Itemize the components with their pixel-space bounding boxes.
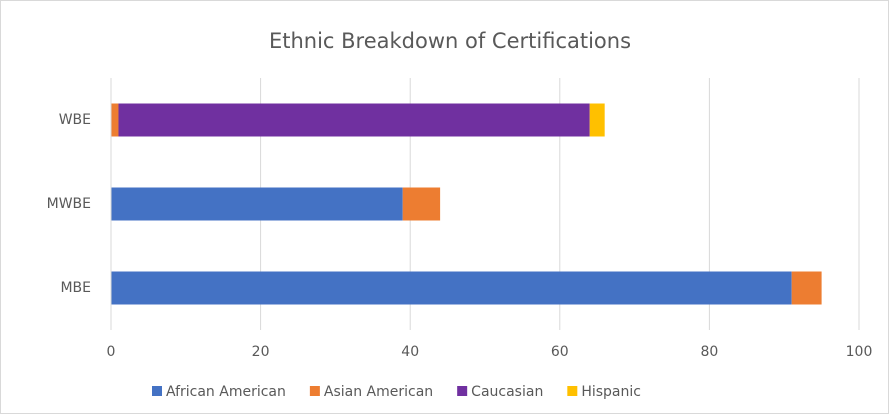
bar-segment <box>111 187 403 221</box>
y-tick-label: WBE <box>59 112 91 128</box>
bar-segment <box>111 103 119 137</box>
bar-segment <box>118 103 590 137</box>
legend-swatch <box>309 386 320 396</box>
bar-segment <box>589 103 605 137</box>
bar-segment <box>111 271 792 305</box>
bar-segment <box>791 271 822 305</box>
y-tick-label: MBE <box>60 280 91 296</box>
legend-swatch <box>152 386 162 396</box>
bar-segment <box>402 187 441 221</box>
x-tick-label: 20 <box>252 344 270 360</box>
legend-label: Caucasian <box>471 384 543 400</box>
y-tick-label: MWBE <box>47 196 91 212</box>
legend-label: Hispanic <box>581 384 641 400</box>
x-tick-label: 80 <box>700 344 718 360</box>
legend-swatch <box>567 386 578 396</box>
x-tick-label: 100 <box>846 344 873 360</box>
x-tick-label: 60 <box>551 344 569 360</box>
x-tick-label: 0 <box>107 344 116 360</box>
x-tick-label: 40 <box>401 344 419 360</box>
chart-title: Ethnic Breakdown of Certifications <box>269 29 631 53</box>
legend-swatch <box>457 386 468 396</box>
legend-label: Asian American <box>324 384 433 400</box>
legend-label: African American <box>166 384 286 400</box>
